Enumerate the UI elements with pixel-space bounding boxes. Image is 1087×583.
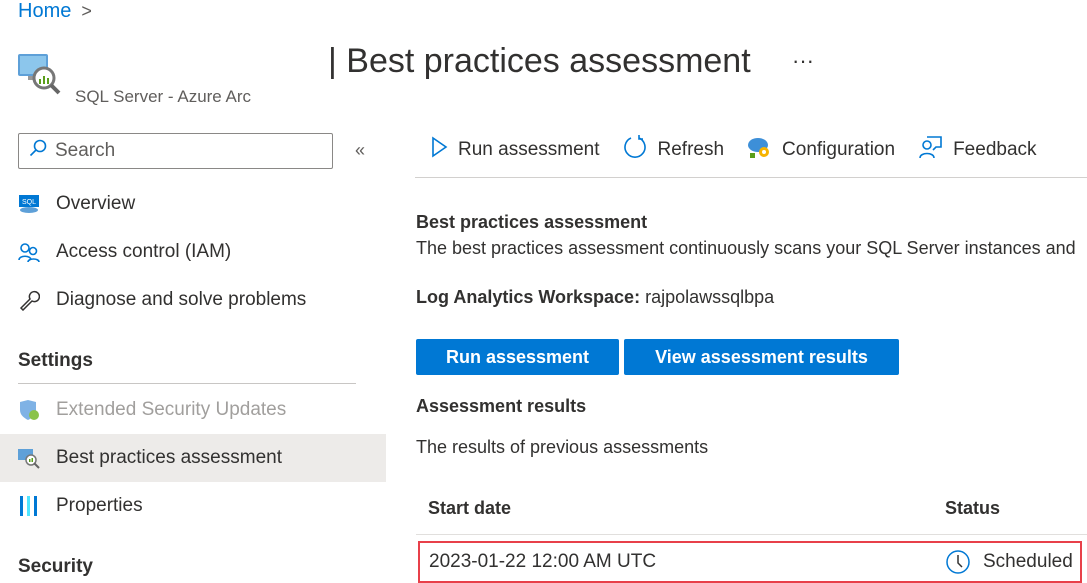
page-title: | Best practices assessment [328, 42, 751, 80]
sidebar-item-label: Overview [56, 193, 136, 214]
toolbar-label: Refresh [657, 139, 725, 160]
run-assessment-button[interactable]: Run assessment [416, 339, 619, 375]
bpa-icon [18, 447, 40, 469]
toolbar-divider [415, 177, 1087, 178]
clock-icon [945, 549, 971, 575]
search-input[interactable]: Search [18, 133, 333, 169]
sidebar-item-best-practices-assessment[interactable]: Best practices assessment [0, 434, 386, 482]
breadcrumb-home[interactable]: Home [18, 0, 72, 22]
sidebar-item-access-control[interactable]: Access control (IAM) [0, 228, 386, 276]
more-button[interactable]: ··· [792, 48, 814, 73]
divider [18, 383, 356, 384]
sql-icon: SQL [18, 193, 40, 215]
people-icon [18, 241, 40, 263]
sidebar-item-diagnose[interactable]: Diagnose and solve problems [0, 276, 386, 324]
status-cell: Scheduled [983, 551, 1073, 572]
properties-icon [18, 495, 40, 517]
breadcrumb: Home > [18, 0, 92, 23]
refresh-button[interactable]: Refresh [622, 134, 725, 166]
workspace-label: Log Analytics Workspace: [416, 287, 641, 307]
sidebar-item-label: Diagnose and solve problems [56, 289, 307, 310]
play-icon [430, 136, 448, 164]
breadcrumb-separator: > [81, 1, 92, 21]
feedback-button[interactable]: Feedback [917, 134, 1037, 166]
feedback-icon [917, 134, 943, 166]
toolbar-label: Feedback [953, 139, 1037, 160]
settings-section-header: Settings [18, 350, 93, 371]
workspace-value: rajpolawssqlbpa [645, 287, 775, 307]
table-row[interactable]: 2023-01-22 12:00 AM UTC Scheduled [418, 541, 1082, 583]
security-section-header: Security [18, 556, 93, 577]
svg-text:SQL: SQL [22, 199, 36, 206]
cloud-gear-icon [746, 134, 772, 166]
page-subtitle: SQL Server - Azure Arc [75, 87, 252, 106]
sidebar-item-overview[interactable]: SQL Overview [0, 180, 386, 228]
shield-refresh-icon [18, 399, 40, 421]
configuration-button[interactable]: Configuration [746, 134, 895, 166]
view-assessment-results-button[interactable]: View assessment results [624, 339, 899, 375]
column-header-status[interactable]: Status [945, 498, 1001, 518]
section-description: The best practices assessment continuous… [416, 238, 1076, 258]
results-heading: Assessment results [416, 396, 587, 416]
results-description: The results of previous assessments [416, 437, 709, 457]
run-assessment-toolbar-button[interactable]: Run assessment [430, 136, 600, 164]
column-header-start-date[interactable]: Start date [428, 498, 512, 518]
workspace-info: Log Analytics Workspace: rajpolawssqlbpa [416, 287, 774, 308]
sidebar-item-label: Access control (IAM) [56, 241, 232, 262]
search-icon [29, 139, 47, 163]
toolbar: Run assessment Refresh Configuration Fee… [430, 134, 1037, 166]
section-heading: Best practices assessment [416, 212, 648, 232]
sidebar-item-properties[interactable]: Properties [0, 482, 386, 530]
search-placeholder: Search [55, 140, 116, 161]
sidebar-item-label: Properties [56, 495, 143, 516]
sidebar-item-label: Extended Security Updates [56, 399, 287, 420]
sidebar-item-label: Best practices assessment [56, 447, 282, 468]
start-date-cell: 2023-01-22 12:00 AM UTC [429, 551, 657, 572]
toolbar-label: Run assessment [458, 139, 600, 160]
sql-server-bpa-icon [18, 52, 62, 101]
wrench-icon [18, 289, 40, 311]
toolbar-label: Configuration [782, 139, 896, 160]
collapse-sidebar-button[interactable]: « [355, 140, 366, 160]
refresh-icon [622, 134, 648, 166]
sidebar-item-extended-security-updates[interactable]: Extended Security Updates [0, 386, 386, 434]
table-header-divider [416, 534, 1087, 535]
